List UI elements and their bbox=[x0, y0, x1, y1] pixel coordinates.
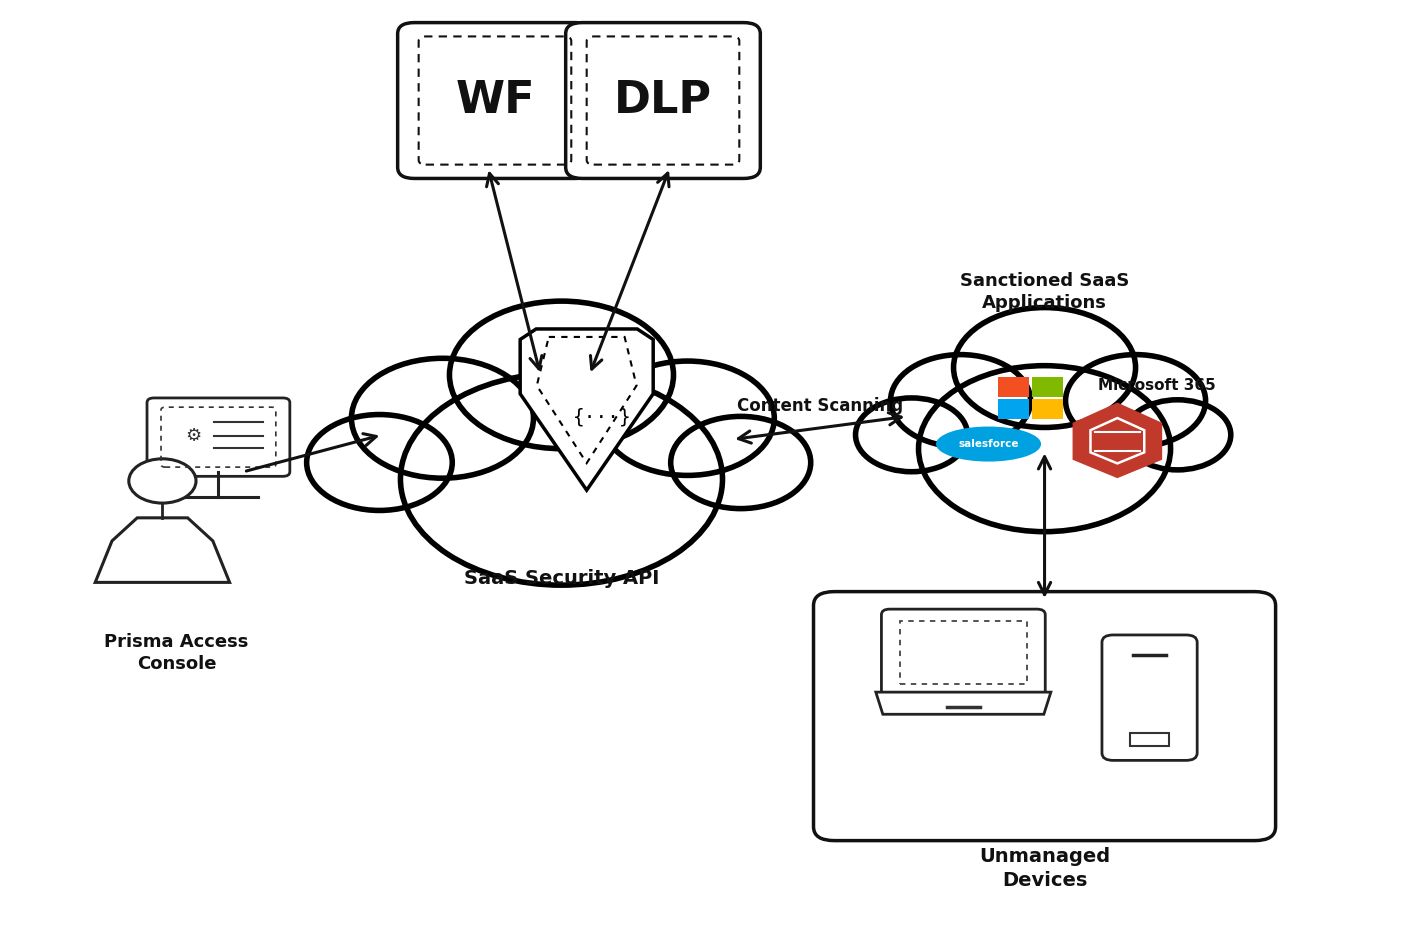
Bar bbox=[999, 376, 1030, 397]
Text: Microsoft 365: Microsoft 365 bbox=[1097, 378, 1215, 393]
Bar bbox=[1033, 376, 1062, 397]
Circle shape bbox=[891, 354, 1031, 447]
Circle shape bbox=[307, 414, 452, 511]
Circle shape bbox=[919, 365, 1170, 532]
Circle shape bbox=[600, 361, 774, 475]
Text: salesforce: salesforce bbox=[958, 439, 1019, 449]
Circle shape bbox=[671, 416, 811, 509]
Text: Sanctioned SaaS
Applications: Sanctioned SaaS Applications bbox=[960, 272, 1129, 312]
Text: {···}: {···} bbox=[574, 407, 631, 426]
Polygon shape bbox=[1072, 402, 1162, 478]
Bar bbox=[999, 399, 1030, 419]
Ellipse shape bbox=[936, 426, 1041, 462]
Circle shape bbox=[351, 358, 533, 478]
Circle shape bbox=[1124, 400, 1230, 470]
FancyBboxPatch shape bbox=[147, 398, 290, 476]
FancyBboxPatch shape bbox=[397, 22, 592, 179]
Text: Prisma Access
Console: Prisma Access Console bbox=[104, 633, 248, 673]
Circle shape bbox=[129, 459, 196, 503]
Bar bbox=[899, 621, 1027, 684]
Text: Unmanaged
Devices: Unmanaged Devices bbox=[979, 847, 1110, 890]
FancyBboxPatch shape bbox=[565, 22, 760, 179]
Text: WF: WF bbox=[455, 79, 535, 122]
Polygon shape bbox=[875, 692, 1051, 714]
Circle shape bbox=[1065, 354, 1205, 447]
Circle shape bbox=[856, 398, 968, 472]
Text: SaaS Security API: SaaS Security API bbox=[464, 569, 659, 587]
Text: Content Scanning: Content Scanning bbox=[737, 397, 904, 414]
Circle shape bbox=[449, 302, 673, 449]
Bar bbox=[1033, 399, 1062, 419]
Text: DLP: DLP bbox=[615, 79, 713, 122]
Polygon shape bbox=[95, 518, 230, 583]
Polygon shape bbox=[521, 329, 654, 490]
Circle shape bbox=[954, 308, 1135, 427]
Circle shape bbox=[400, 373, 723, 586]
FancyBboxPatch shape bbox=[1101, 635, 1197, 760]
Bar bbox=[1129, 733, 1169, 746]
FancyBboxPatch shape bbox=[881, 610, 1045, 696]
FancyBboxPatch shape bbox=[814, 592, 1275, 841]
Text: ⚙: ⚙ bbox=[185, 426, 201, 445]
